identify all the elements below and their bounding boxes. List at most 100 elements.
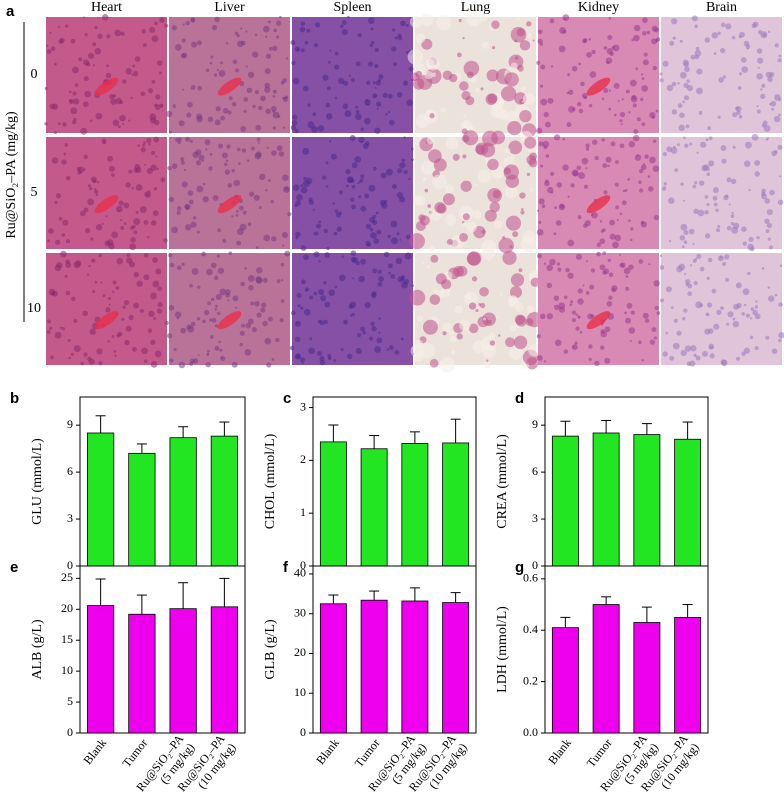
texture <box>416 63 422 69</box>
texture <box>574 341 578 345</box>
texture <box>509 286 523 299</box>
texture <box>154 119 160 126</box>
texture <box>248 284 254 291</box>
y-tick-label: 3 <box>300 399 306 413</box>
texture <box>358 136 365 144</box>
texture <box>107 340 110 343</box>
y-tick-label: 20 <box>61 601 73 615</box>
texture <box>376 107 379 110</box>
texture <box>236 240 242 246</box>
texture <box>64 143 69 147</box>
texture <box>371 326 377 332</box>
bar <box>592 432 620 567</box>
vessel <box>94 77 119 96</box>
texture <box>378 276 384 282</box>
texture <box>390 220 398 228</box>
plot-frame <box>544 565 709 734</box>
texture <box>372 81 376 85</box>
texture <box>676 330 682 336</box>
texture <box>749 335 754 340</box>
texture <box>408 66 414 72</box>
error-bar <box>450 592 461 603</box>
tissue <box>538 137 659 249</box>
panel-label: b <box>10 390 19 407</box>
bar <box>128 452 156 567</box>
texture <box>301 361 304 365</box>
texture <box>526 21 532 27</box>
y-axis-label: ALB (g/L) <box>30 619 45 680</box>
texture <box>173 348 177 352</box>
texture <box>688 228 695 235</box>
texture <box>222 107 229 114</box>
texture <box>220 356 223 359</box>
texture <box>245 65 248 68</box>
x-tick-label: Blank <box>313 736 342 767</box>
texture <box>375 101 382 107</box>
texture <box>390 274 396 279</box>
texture <box>611 288 616 293</box>
texture <box>625 286 630 291</box>
texture <box>683 95 690 101</box>
texture <box>206 352 210 355</box>
texture <box>329 49 332 52</box>
texture <box>152 257 158 263</box>
y-tick-label: 0.0 <box>523 725 538 739</box>
bar <box>401 443 429 567</box>
texture <box>124 339 130 346</box>
texture <box>523 246 527 250</box>
texture <box>279 15 282 19</box>
texture <box>649 339 656 345</box>
texture <box>712 195 718 201</box>
texture <box>263 234 271 242</box>
texture <box>517 17 520 20</box>
texture <box>60 250 67 258</box>
texture <box>473 210 482 219</box>
texture <box>70 38 76 44</box>
texture <box>767 286 771 289</box>
texture <box>779 175 782 178</box>
histology-image <box>289 250 415 366</box>
texture <box>536 60 541 65</box>
y-tick-label: 0 <box>532 558 538 572</box>
texture <box>623 267 631 275</box>
texture <box>113 350 117 353</box>
texture <box>706 172 710 177</box>
texture <box>640 97 644 102</box>
texture <box>126 253 131 258</box>
texture <box>513 335 528 350</box>
texture <box>281 279 284 282</box>
texture <box>563 349 569 354</box>
texture <box>387 93 393 99</box>
texture <box>68 356 71 360</box>
texture <box>58 122 61 125</box>
texture <box>97 33 103 39</box>
texture <box>264 35 268 39</box>
texture <box>351 162 358 169</box>
texture <box>387 234 391 239</box>
texture <box>366 80 371 85</box>
texture <box>299 26 306 33</box>
texture <box>264 68 271 75</box>
texture <box>96 348 103 355</box>
bar <box>319 441 347 567</box>
texture <box>73 319 78 324</box>
texture <box>340 24 344 28</box>
texture <box>256 312 262 318</box>
error-bar <box>450 418 461 443</box>
texture <box>690 344 697 352</box>
texture <box>263 25 270 33</box>
texture <box>83 154 88 159</box>
texture <box>466 252 481 266</box>
texture <box>217 267 225 274</box>
texture <box>303 254 309 261</box>
texture <box>774 150 778 154</box>
texture <box>202 319 206 324</box>
texture <box>59 326 63 329</box>
texture <box>433 288 438 293</box>
texture <box>271 357 275 361</box>
texture <box>88 264 91 268</box>
texture <box>508 140 523 155</box>
texture <box>745 141 752 149</box>
texture <box>735 105 742 112</box>
texture <box>750 307 755 311</box>
